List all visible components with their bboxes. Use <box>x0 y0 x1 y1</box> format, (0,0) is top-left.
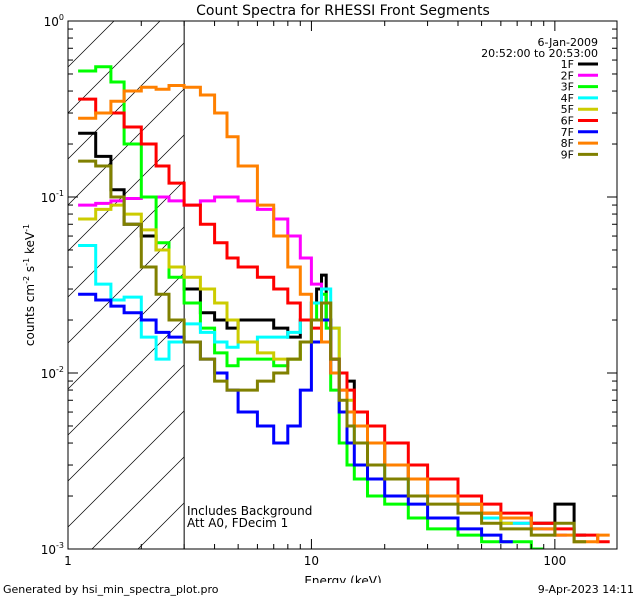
series-9F <box>78 159 587 544</box>
y-axis-label: counts cm-2 s-1 keV-1 <box>22 224 37 346</box>
y-label-part-3: keV <box>23 231 37 258</box>
y-tick-label: 100 <box>44 13 64 29</box>
note-attenuator: Att A0, FDecim 1 <box>187 516 288 530</box>
y-tick-label: 10-3 <box>41 541 64 557</box>
date-annotation: 6-Jan-2009 <box>538 36 599 49</box>
y-label-part-2: s <box>23 266 37 276</box>
y-tick-exponent: -3 <box>56 541 64 550</box>
hatch-region <box>67 20 185 550</box>
x-tick-label: 1 <box>64 554 72 568</box>
hatch-line <box>67 318 185 436</box>
note-background: Includes Background <box>187 504 312 518</box>
spectra-chart: Count Spectra for RHESSI Front Segments … <box>22 3 618 583</box>
hatch-line <box>67 272 185 390</box>
hatch-line <box>67 410 185 528</box>
hatch-line <box>91 456 185 550</box>
y-tick-label: 10-2 <box>41 365 64 381</box>
hatch-line <box>67 88 185 206</box>
legend-label-4F: 4F <box>561 92 574 105</box>
y-tick-base: 10 <box>44 15 59 29</box>
x-axis-label: Energy (keV) <box>304 574 381 583</box>
chart-title: Count Spectra for RHESSI Front Segments <box>196 3 490 19</box>
footer-generator: Generated by hsi_min_spectra_plot.pro <box>3 583 219 596</box>
legend-label-7F: 7F <box>561 126 574 139</box>
y-tick-exponent: -2 <box>56 365 64 374</box>
hatch-line <box>67 226 185 344</box>
hatch-line <box>67 20 115 68</box>
series-7F <box>78 292 513 544</box>
plot-frame <box>67 20 618 550</box>
y-label-exp-2: -1 <box>22 258 31 266</box>
x-tick-label: 100 <box>543 554 566 568</box>
x-axis: 1 10 100 <box>64 21 566 568</box>
legend-label-1F: 1F <box>561 58 574 71</box>
legend-label-3F: 3F <box>561 81 574 94</box>
y-tick-base: 10 <box>41 543 56 557</box>
y-tick-exponent: -1 <box>56 189 64 198</box>
hatch-line <box>67 42 185 160</box>
hatch-line <box>67 180 185 298</box>
legend-label-5F: 5F <box>561 103 574 116</box>
footer-timestamp: 9-Apr-2023 14:11 <box>537 583 634 596</box>
y-label-exp-3: -1 <box>22 224 31 232</box>
y-label-exp-1: -2 <box>22 276 31 284</box>
legend-label-6F: 6F <box>561 115 574 128</box>
hatch-line <box>67 134 185 252</box>
x-tick-label: 10 <box>304 554 319 568</box>
time-range-annotation: 20:52:00 to 20:53:00 <box>481 47 598 60</box>
series-layer <box>78 65 610 549</box>
hatch-line <box>137 502 185 550</box>
y-label-part-1: counts cm <box>23 284 37 346</box>
legend-label-9F: 9F <box>561 148 574 161</box>
legend-label-8F: 8F <box>561 137 574 150</box>
y-tick-label: 10-1 <box>41 189 64 205</box>
legend-label-2F: 2F <box>561 69 574 82</box>
y-tick-exponent: 0 <box>59 13 64 22</box>
hatch-line <box>67 364 185 482</box>
y-tick-base: 10 <box>41 367 56 381</box>
y-tick-base: 10 <box>41 191 56 205</box>
